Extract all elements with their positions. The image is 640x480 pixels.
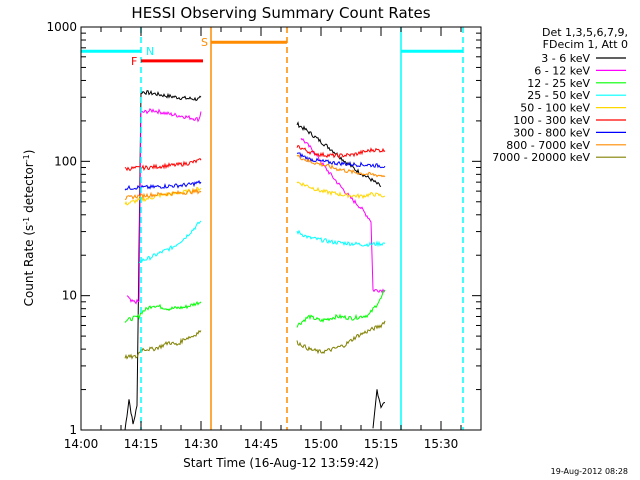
y-tick-label: 1	[69, 423, 77, 437]
series-line-3-segment-1	[124, 300, 202, 323]
flag-label-2: S	[201, 36, 208, 49]
series-line-1-segment-1	[124, 89, 202, 431]
legend-label-9: 7000 - 20000 keV	[492, 151, 590, 164]
y-tick-label: 1000	[46, 20, 77, 34]
legend-label-7: 300 - 800 keV	[513, 126, 590, 139]
y-tick-label: 100	[54, 154, 77, 168]
x-tick-label: 15:15	[364, 437, 399, 451]
night-label-1: N	[146, 45, 154, 58]
series-line-6-segment-1	[124, 157, 202, 172]
legend-label-3: 12 - 25 keV	[527, 77, 590, 90]
legend-label-1: 3 - 6 keV	[541, 52, 590, 65]
x-tick-label: 14:30	[184, 437, 219, 451]
y-tick-label: 10	[62, 289, 77, 303]
plot-marks: F S N	[81, 27, 464, 431]
series-line-3-segment-2	[296, 289, 386, 328]
series-line-9-segment-1	[124, 329, 202, 360]
legend-label-5: 50 - 100 keV	[520, 102, 590, 115]
legend-label-8: 800 - 7000 keV	[506, 139, 590, 152]
x-axis-label: Start Time (16-Aug-12 13:59:42)	[183, 456, 379, 470]
series-line-6-segment-2	[296, 144, 386, 159]
x-tick-label: 15:00	[304, 437, 339, 451]
timestamp: 19-Aug-2012 08:28	[551, 467, 628, 476]
series-line-1-segment-3	[296, 121, 382, 187]
series-line-7-segment-2	[296, 152, 386, 169]
legend-label-4: 25 - 50 keV	[527, 89, 590, 102]
series-line-2-segment-1	[126, 107, 202, 305]
series-line-1-segment-2	[372, 389, 385, 429]
x-tick-label: 15:30	[424, 437, 459, 451]
series-line-4-segment-1	[138, 220, 202, 263]
series-line-7-segment-1	[124, 179, 202, 191]
legend-header-line-1: Det 1,3,5,6,7,9,	[542, 26, 628, 39]
series-line-8-segment-1	[124, 188, 202, 201]
x-tick-label: 14:15	[124, 437, 159, 451]
legend-label-2: 6 - 12 keV	[534, 64, 590, 77]
flag-label-1: F	[131, 55, 137, 68]
y-axis-label: Count Rate (s-1 detector-1)	[22, 150, 37, 307]
chart-title: HESSI Observing Summary Count Rates	[131, 4, 430, 22]
legend: Det 1,3,5,6,7,9,FDecim 1, Att 03 - 6 keV…	[492, 26, 628, 164]
x-tick-label: 14:00	[64, 437, 99, 451]
series-line-8-segment-2	[296, 154, 386, 178]
series-line-9-segment-2	[296, 320, 386, 355]
x-tick-label: 14:45	[244, 437, 279, 451]
legend-header-line-2: FDecim 1, Att 0	[543, 38, 628, 51]
legend-label-6: 100 - 300 keV	[513, 114, 590, 127]
series-line-4-segment-2	[296, 229, 386, 248]
axes: 1 10 100 1000 14:00 14:15 14:30 14:45 15:00 15:15…	[46, 20, 482, 451]
series-line-5-segment-1	[124, 186, 202, 206]
series-line-5-segment-2	[296, 181, 386, 200]
